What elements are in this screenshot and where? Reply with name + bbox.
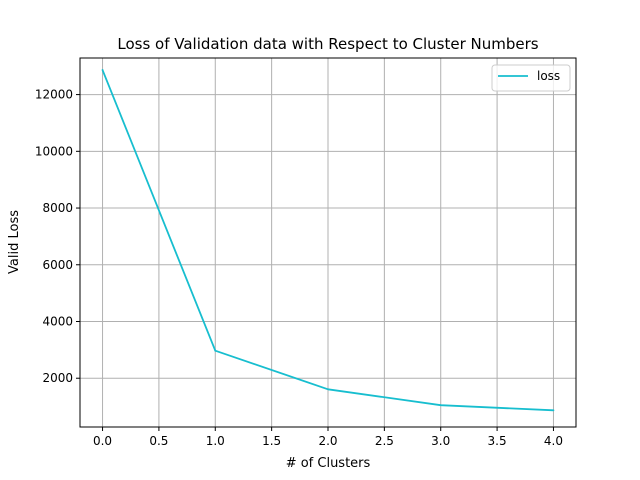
x-tick-label: 1.0 <box>206 434 225 448</box>
x-tick-label: 0.5 <box>149 434 168 448</box>
y-tick-label: 10000 <box>35 144 73 158</box>
y-tick-label: 6000 <box>42 258 73 272</box>
data-point <box>214 349 217 352</box>
legend: loss <box>491 64 571 92</box>
y-axis: 2000 4000 6000 8000 10000 12000 <box>35 88 80 385</box>
x-axis-label: # of Clusters <box>286 456 371 471</box>
data-point <box>327 388 329 391</box>
x-tick-label: 2.0 <box>318 434 337 448</box>
x-tick-label: 3.0 <box>431 434 450 448</box>
data-point <box>552 409 555 412</box>
x-tick-label: 4.0 <box>544 434 563 448</box>
data-point <box>101 69 104 71</box>
y-tick-label: 12000 <box>35 88 73 102</box>
x-tick-label: 0.0 <box>93 434 112 448</box>
y-tick-label: 8000 <box>42 201 73 215</box>
x-tick-label: 2.5 <box>375 434 394 448</box>
y-axis-label: Valid Loss <box>7 210 22 274</box>
series-layer <box>101 69 555 412</box>
legend-label-loss: loss <box>537 69 560 83</box>
x-tick-label: 1.5 <box>262 434 281 448</box>
data-point <box>439 404 442 407</box>
y-tick-label: 2000 <box>42 371 73 385</box>
grid <box>80 58 576 427</box>
x-axis: 0.0 0.5 1.0 1.5 2.0 2.5 3.0 3.5 4.0 <box>93 427 563 448</box>
chart-title: Loss of Validation data with Respect to … <box>117 35 538 53</box>
y-tick-label: 4000 <box>42 314 73 328</box>
legend-box <box>491 64 571 92</box>
x-tick-label: 3.5 <box>488 434 507 448</box>
